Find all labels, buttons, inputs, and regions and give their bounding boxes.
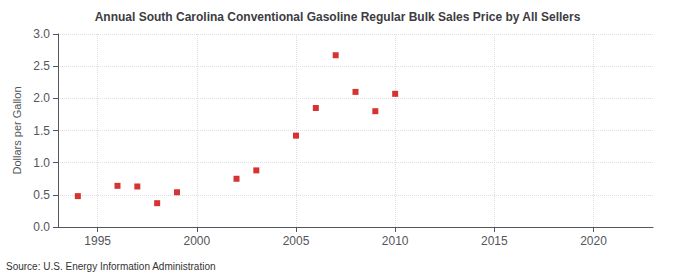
svg-text:2005: 2005 xyxy=(283,234,310,248)
svg-text:2020: 2020 xyxy=(580,234,607,248)
svg-text:Dollars per Gallon: Dollars per Gallon xyxy=(11,86,23,174)
svg-text:2.5: 2.5 xyxy=(33,59,50,73)
svg-text:Annual South Carolina Conventi: Annual South Carolina Conventional Gasol… xyxy=(95,10,581,24)
svg-text:2000: 2000 xyxy=(183,234,210,248)
svg-text:1.5: 1.5 xyxy=(33,124,50,138)
svg-text:2015: 2015 xyxy=(481,234,508,248)
svg-text:3.0: 3.0 xyxy=(33,27,50,41)
svg-text:1.0: 1.0 xyxy=(33,156,50,170)
svg-text:Source: U.S. Energy Informatio: Source: U.S. Energy Information Administ… xyxy=(6,261,216,272)
svg-text:0.0: 0.0 xyxy=(33,220,50,234)
svg-text:1995: 1995 xyxy=(84,234,111,248)
svg-text:2010: 2010 xyxy=(382,234,409,248)
svg-text:0.5: 0.5 xyxy=(33,188,50,202)
svg-text:2.0: 2.0 xyxy=(33,91,50,105)
